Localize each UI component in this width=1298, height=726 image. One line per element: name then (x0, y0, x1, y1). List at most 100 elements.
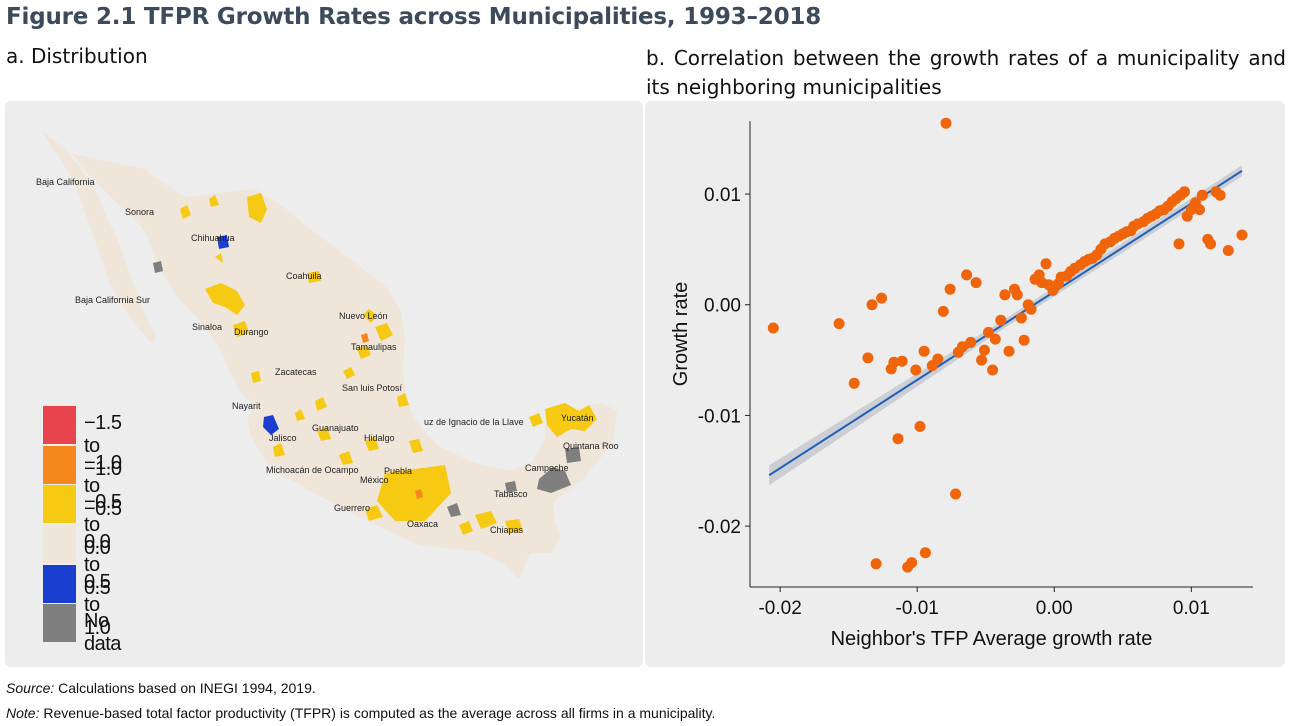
legend-label: −1.5 to −1.0 (84, 412, 122, 480)
state-label-san-luis-potosi: San luis Potosí (342, 383, 403, 393)
state-label-nuevo-leon: Nuevo León (339, 311, 388, 321)
y-tick-label: -0.01 (698, 406, 741, 427)
data-point (896, 355, 908, 367)
state-label-baja-california: Baja California (36, 177, 95, 187)
legend-swatch (43, 406, 76, 444)
data-point (848, 377, 860, 389)
legend-label: 0.0 to 0.5 (84, 531, 111, 600)
data-point (978, 344, 990, 356)
x-tick-label: -0.02 (758, 598, 801, 619)
mainland-shape (71, 153, 617, 579)
x-axis-label: Neighbor's TFP Average growth rate (831, 628, 1153, 650)
data-point (1173, 238, 1185, 250)
data-point (1196, 189, 1208, 201)
data-point (940, 117, 952, 129)
state-label-jalisco: Jalisco (269, 433, 297, 443)
blue-areas (217, 235, 279, 435)
data-point (906, 557, 918, 569)
data-point (944, 283, 956, 295)
legend-swatch (43, 564, 76, 603)
state-label-chihuahua: Chihuahua (191, 233, 235, 243)
state-label-nayarit: Nayarit (232, 401, 261, 411)
data-point (970, 277, 982, 289)
data-point (1214, 189, 1226, 201)
state-label-tabasco: Tabasco (494, 489, 528, 499)
state-label-yucatan: Yucatán (561, 413, 594, 423)
legend-label: 0.5 to 1.0 (84, 570, 111, 639)
note-text: Revenue-based total factor productivity … (43, 705, 716, 721)
data-point (918, 345, 930, 357)
legend-swatch (43, 604, 76, 643)
data-point (983, 326, 994, 338)
data-point (1003, 345, 1015, 357)
data-point (976, 354, 988, 366)
data-point (999, 289, 1011, 301)
note-line: Note: Revenue-based total factor product… (6, 705, 715, 721)
state-label-baja-california-sur: Baja California Sur (75, 295, 151, 305)
state-label-mexico: México (360, 475, 389, 485)
map-panel: −1.5 to −1.0 −1.0 to −0.5 −0.5 to 0.0 0.… (5, 101, 643, 667)
data-point (862, 352, 874, 364)
state-label-coahuila: Coahuila (286, 271, 322, 281)
state-label-durango: Durango (234, 327, 269, 337)
state-label-campeche: Campeche (525, 463, 569, 473)
data-point (919, 547, 931, 559)
legend-swatch (43, 525, 76, 564)
data-point (1194, 204, 1205, 216)
y-tick-label: 0.00 (704, 296, 741, 317)
legend-label: −0.5 to 0.0 (84, 491, 122, 560)
data-point (1025, 303, 1037, 315)
data-point (1179, 186, 1190, 198)
data-point (876, 292, 888, 304)
scatter-panel: -0.02 -0.01 0.00 0.01 -0.02 -0.01 0.00 0.01 Neig… (645, 101, 1285, 667)
data-point (961, 269, 973, 281)
data-point (950, 488, 962, 500)
data-point (767, 322, 779, 334)
x-tick-label: -0.01 (896, 598, 939, 619)
state-label-tamaulipas: Tamaulipas (351, 342, 397, 352)
data-point (1236, 229, 1248, 241)
figure-title: Figure 2.1 TFPR Growth Rates across Muni… (6, 4, 821, 30)
data-point (892, 433, 904, 445)
legend-swatch (43, 485, 76, 524)
state-label-hidalgo: Hidalgo (364, 433, 395, 443)
state-label-michoacan: Michoacán de Ocampo (266, 465, 359, 475)
y-tick-label: -0.02 (698, 517, 741, 538)
state-label-sonora: Sonora (125, 207, 155, 217)
state-label-chiapas: Chiapas (490, 525, 524, 535)
state-label-veracruz: uz de Ignacio de la Llave (424, 417, 524, 427)
scatter-plot: -0.02 -0.01 0.00 0.01 -0.02 -0.01 0.00 0.01 Neig… (670, 117, 1253, 650)
mexico-map (42, 131, 617, 579)
data-point (1040, 258, 1052, 270)
data-point (888, 356, 900, 368)
legend-label: No data (84, 610, 121, 656)
source-text: Calculations based on INEGI 1994, 2019. (58, 680, 316, 696)
confidence-band (769, 165, 1242, 486)
legend-label: −1.0 to −0.5 (84, 451, 122, 520)
data-point (937, 305, 949, 317)
data-point (870, 558, 882, 570)
data-point (956, 341, 968, 353)
state-label-oaxaca: Oaxaca (407, 519, 439, 529)
fit-line (768, 169, 1243, 477)
y-axis-label: Growth rate (670, 282, 692, 386)
state-label-sinaloa: Sinaloa (192, 322, 223, 332)
y-tick-label: 0.01 (704, 185, 741, 206)
baja-peninsula-shape (42, 131, 156, 343)
panel-a-title: a. Distribution (6, 44, 148, 68)
note-label: Note: (6, 705, 40, 721)
data-point (932, 353, 944, 365)
data-point (965, 336, 977, 348)
state-label-guerrero: Guerrero (334, 503, 371, 513)
data-point (995, 314, 1007, 326)
orange-areas (361, 333, 423, 499)
panel-b-title: b. Correlation between the growth rates … (646, 46, 1286, 99)
data-point (1205, 238, 1216, 250)
data-point (1011, 289, 1023, 301)
source-label: Source: (6, 680, 55, 696)
gray-areas (153, 261, 581, 517)
data-point (833, 318, 845, 330)
data-point (914, 421, 926, 432)
x-tick-label: 0.00 (1036, 598, 1073, 619)
x-tick-label: 0.01 (1173, 598, 1210, 619)
